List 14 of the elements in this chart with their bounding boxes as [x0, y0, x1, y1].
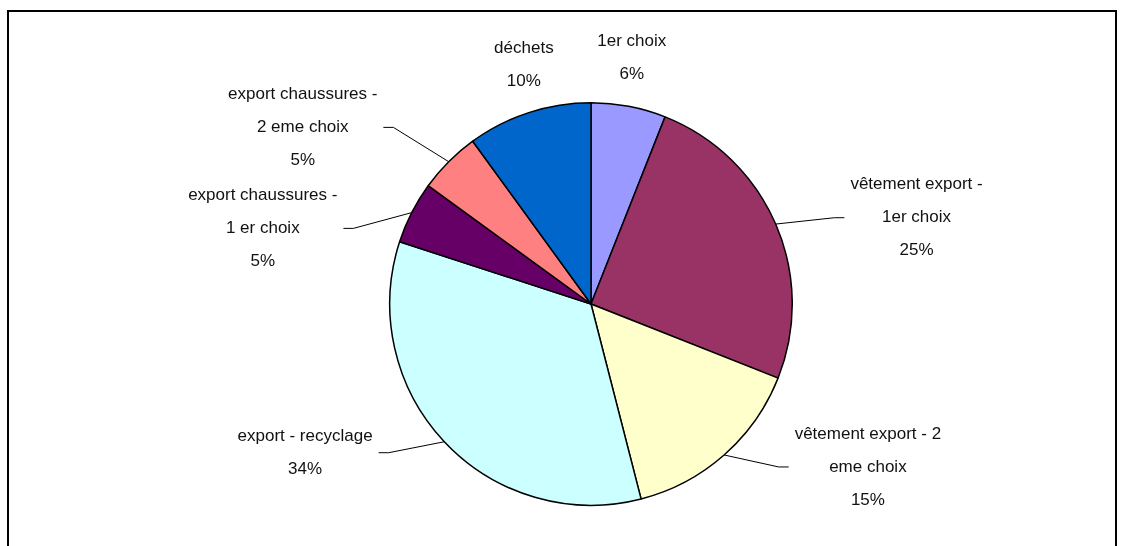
slice-label: 1er choix [597, 30, 667, 50]
data-label: 5% [250, 251, 276, 271]
slice-label: export chaussures - 1 er choix [188, 185, 338, 238]
slice-label: déchets [494, 37, 554, 57]
data-label: 15% [850, 489, 885, 509]
data-label: 5% [290, 150, 316, 170]
slice-label: vêtement export - 1er choix [850, 174, 983, 227]
slice-label: export - recyclage [237, 425, 373, 445]
slice-label: export chaussures - 2 eme choix [228, 84, 378, 137]
slice-label: vêtement export - 2 eme choix [794, 423, 942, 476]
data-label: 34% [288, 458, 323, 478]
data-label: 6% [619, 63, 644, 83]
data-label: 10% [506, 70, 541, 90]
data-label: 25% [899, 240, 934, 260]
